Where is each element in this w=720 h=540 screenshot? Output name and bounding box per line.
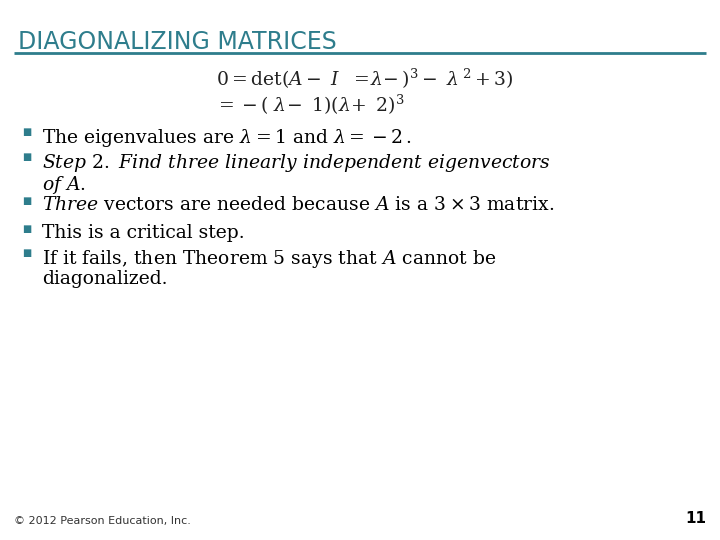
Text: ■: ■ bbox=[22, 224, 31, 234]
Text: $\mathit{Three}$ vectors are needed because $\mathit{A}$ is a $3\times 3$ matrix: $\mathit{Three}$ vectors are needed beca… bbox=[42, 196, 554, 214]
Text: ■: ■ bbox=[22, 127, 31, 137]
Text: If it fails, then Theorem 5 says that $\mathit{A}$ cannot be: If it fails, then Theorem 5 says that $\… bbox=[42, 248, 496, 270]
Text: ■: ■ bbox=[22, 248, 31, 258]
Text: $\mathit{of\ A.}$: $\mathit{of\ A.}$ bbox=[42, 174, 86, 196]
Text: 11: 11 bbox=[685, 511, 706, 526]
Text: ■: ■ bbox=[22, 196, 31, 206]
Text: DIAGONALIZING MATRICES: DIAGONALIZING MATRICES bbox=[18, 30, 337, 54]
Text: $\mathit{Step\ 2.\ Find\ three\ linearly\ independent\ eigenvectors}$: $\mathit{Step\ 2.\ Find\ three\ linearly… bbox=[42, 152, 551, 174]
Text: $= -(\ \lambda\!-\ 1)(\lambda\!+\ 2)^3$: $= -(\ \lambda\!-\ 1)(\lambda\!+\ 2)^3$ bbox=[215, 93, 405, 117]
Text: This is a critical step.: This is a critical step. bbox=[42, 224, 245, 242]
Text: © 2012 Pearson Education, Inc.: © 2012 Pearson Education, Inc. bbox=[14, 516, 191, 526]
Text: diagonalized.: diagonalized. bbox=[42, 270, 168, 288]
Text: $0 = \mathrm{det}(A -\ I\ \ =\!\lambda\!-)^3 -\ \lambda^{\,2} +3)$: $0 = \mathrm{det}(A -\ I\ \ =\!\lambda\!… bbox=[216, 67, 514, 91]
Text: ■: ■ bbox=[22, 152, 31, 162]
Text: The eigenvalues are $\lambda = 1$ and $\lambda = -2\,.$: The eigenvalues are $\lambda = 1$ and $\… bbox=[42, 127, 412, 149]
